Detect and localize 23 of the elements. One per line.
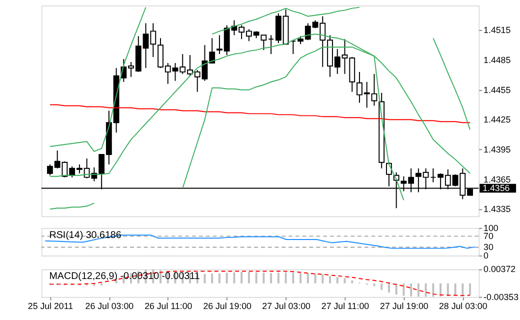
chart-title: RSI(14) 30.6186 <box>49 230 122 241</box>
y-tick-label: 0.00372 <box>484 264 516 274</box>
y-tick-label: 1.4395 <box>484 144 511 154</box>
y-tick-label: 30 <box>484 242 494 252</box>
x-tick-label: 26 Jul 19:00 <box>203 301 252 312</box>
x-tick-label: 27 Jul 11:00 <box>321 301 370 312</box>
ref-line-label: 1.4356 <box>482 183 510 194</box>
y-tick-label: 1.4335 <box>484 204 511 214</box>
y-tick-label: -0.00353 <box>484 292 519 302</box>
y-tick-label: 1.4365 <box>484 174 511 184</box>
x-tick-label: 28 Jul 03:00 <box>439 301 488 312</box>
y-tick-label: 1.4515 <box>484 25 511 36</box>
x-tick-label: 27 Jul 03:00 <box>262 301 310 312</box>
x-tick-label: 27 Jul 19:00 <box>380 301 428 312</box>
x-tick-label: 26 Jul 03:00 <box>85 301 134 312</box>
x-tick-label: 26 Jul 11:00 <box>144 301 192 312</box>
y-tick-label: 100 <box>484 222 498 233</box>
y-tick-label: 0 <box>484 250 489 260</box>
y-tick-label: 70 <box>484 231 494 242</box>
y-tick-label: 1.4425 <box>484 114 511 125</box>
y-tick-label: 1.4455 <box>484 84 511 95</box>
x-tick-label: 25 Jul 2011 <box>28 301 74 312</box>
y-tick-label: 1.4485 <box>484 54 511 65</box>
